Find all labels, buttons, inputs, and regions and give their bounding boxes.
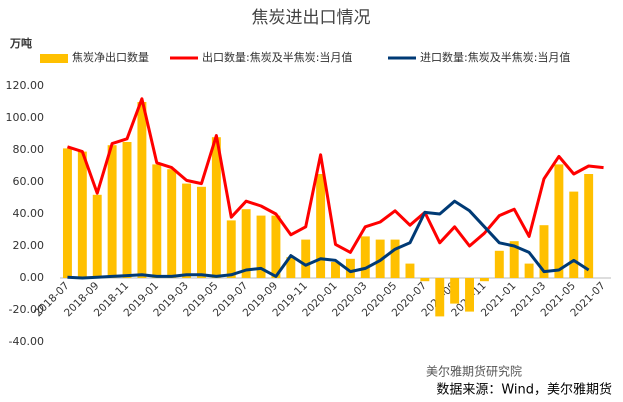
bar [420,278,430,282]
bar [316,174,326,278]
bar [92,194,102,278]
y-tick-label: 60.00 [13,175,45,188]
bar [122,142,132,278]
watermark: 美尔雅期货研究院 [426,364,522,379]
legend-label: 进口数量:焦炭及半焦炭:当月值 [420,50,570,64]
bar [494,250,504,278]
bar [360,236,370,278]
y-tick-label: 100.00 [6,111,45,124]
legend-label: 焦炭净出口数量 [72,50,149,64]
bar [569,191,579,278]
y-axis-label: 万吨 [9,36,32,50]
bar [554,164,564,278]
legend-swatch [40,54,68,63]
bar [465,278,474,312]
legend-label: 出口数量:焦炭及半焦炭:当月值 [202,50,352,64]
y-tick-label: 20.00 [13,239,45,252]
bar [77,151,87,278]
line [67,199,590,280]
bar [137,102,147,278]
bar [211,137,221,278]
bar [182,183,192,278]
bar [271,215,281,278]
bar [390,239,400,278]
y-tick-label: -40.00 [9,335,44,348]
source: 数据来源：Wind，美尔雅期货 [436,382,612,398]
bar [509,241,519,278]
bar [435,278,445,317]
bar [152,164,162,278]
line [66,97,604,254]
bar [167,169,177,278]
bar [524,263,534,278]
bar [241,209,251,278]
y-tick-label: 80.00 [13,143,45,156]
bar [331,262,340,278]
bar [301,239,311,278]
bar [479,278,489,282]
bar [256,215,266,278]
chart-title: 焦炭进出口情况 [252,8,371,28]
bar [226,220,236,278]
y-tick-label: 120.00 [6,79,45,92]
y-tick-label: 0.00 [20,271,45,284]
bar [197,186,206,278]
bar [405,263,415,278]
bar [450,278,460,304]
bar [62,148,72,278]
y-tick-label: -20.00 [9,303,44,316]
bar [345,258,355,278]
y-tick-label: 40.00 [13,207,45,220]
bar [107,145,117,278]
bar [584,174,594,278]
bar [539,225,549,278]
bar [286,257,296,278]
